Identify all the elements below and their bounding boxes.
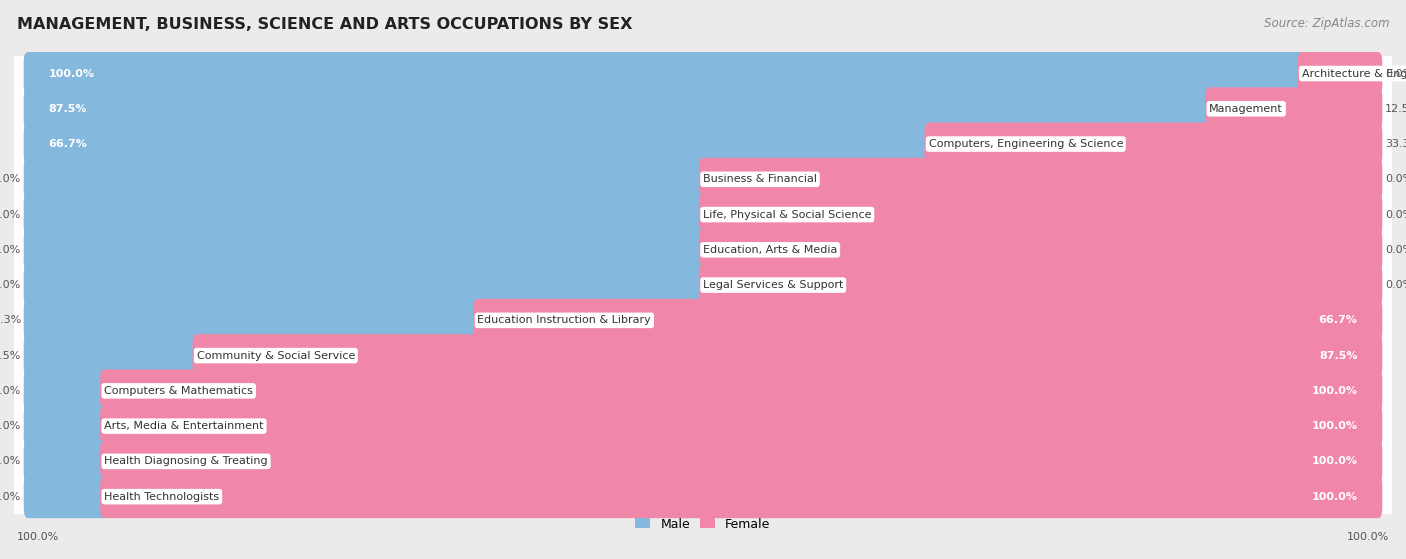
FancyBboxPatch shape — [24, 440, 108, 483]
Text: 0.0%: 0.0% — [1385, 280, 1406, 290]
FancyBboxPatch shape — [24, 193, 707, 236]
Text: 100.0%: 100.0% — [1347, 532, 1389, 542]
FancyBboxPatch shape — [699, 193, 1382, 236]
Text: Business & Financial: Business & Financial — [703, 174, 817, 184]
Text: Education Instruction & Library: Education Instruction & Library — [478, 315, 651, 325]
Text: Community & Social Service: Community & Social Service — [197, 350, 354, 361]
Text: 100.0%: 100.0% — [1312, 492, 1358, 501]
Text: Life, Physical & Social Science: Life, Physical & Social Science — [703, 210, 872, 220]
Text: Education, Arts & Media: Education, Arts & Media — [703, 245, 838, 255]
Text: 100.0%: 100.0% — [1312, 421, 1358, 431]
FancyBboxPatch shape — [14, 328, 1392, 383]
Text: 12.5%: 12.5% — [0, 350, 21, 361]
Text: 100.0%: 100.0% — [48, 69, 94, 78]
Text: 100.0%: 100.0% — [1312, 386, 1358, 396]
FancyBboxPatch shape — [24, 52, 1306, 95]
Text: 0.0%: 0.0% — [1385, 174, 1406, 184]
Text: 33.3%: 33.3% — [1385, 139, 1406, 149]
FancyBboxPatch shape — [474, 299, 1382, 342]
Text: 0.0%: 0.0% — [1385, 210, 1406, 220]
Text: 100.0%: 100.0% — [1312, 456, 1358, 466]
FancyBboxPatch shape — [14, 293, 1392, 348]
FancyBboxPatch shape — [1298, 52, 1382, 95]
FancyBboxPatch shape — [699, 228, 1382, 271]
FancyBboxPatch shape — [24, 87, 1213, 130]
Text: 66.7%: 66.7% — [1319, 315, 1358, 325]
FancyBboxPatch shape — [100, 405, 1382, 448]
Text: Legal Services & Support: Legal Services & Support — [703, 280, 844, 290]
FancyBboxPatch shape — [24, 369, 108, 413]
FancyBboxPatch shape — [14, 187, 1392, 242]
FancyBboxPatch shape — [100, 369, 1382, 413]
FancyBboxPatch shape — [193, 334, 1382, 377]
FancyBboxPatch shape — [100, 475, 1382, 518]
Text: 0.0%: 0.0% — [0, 492, 21, 501]
Text: Health Technologists: Health Technologists — [104, 492, 219, 501]
FancyBboxPatch shape — [24, 299, 482, 342]
Text: Health Diagnosing & Treating: Health Diagnosing & Treating — [104, 456, 269, 466]
FancyBboxPatch shape — [24, 264, 707, 306]
Text: 66.7%: 66.7% — [48, 139, 87, 149]
Text: Arts, Media & Entertainment: Arts, Media & Entertainment — [104, 421, 264, 431]
Legend: Male, Female: Male, Female — [630, 513, 776, 536]
Text: 87.5%: 87.5% — [1319, 350, 1358, 361]
Text: 87.5%: 87.5% — [48, 104, 87, 114]
Text: 0.0%: 0.0% — [0, 456, 21, 466]
FancyBboxPatch shape — [699, 158, 1382, 201]
Text: 0.0%: 0.0% — [1385, 245, 1406, 255]
Text: Source: ZipAtlas.com: Source: ZipAtlas.com — [1264, 17, 1389, 30]
Text: 0.0%: 0.0% — [1385, 69, 1406, 78]
FancyBboxPatch shape — [14, 116, 1392, 172]
FancyBboxPatch shape — [24, 228, 707, 271]
Text: 0.0%: 0.0% — [0, 421, 21, 431]
Text: Computers & Mathematics: Computers & Mathematics — [104, 386, 253, 396]
FancyBboxPatch shape — [14, 81, 1392, 136]
Text: 0.0%: 0.0% — [0, 245, 21, 255]
Text: 12.5%: 12.5% — [1385, 104, 1406, 114]
FancyBboxPatch shape — [24, 405, 108, 448]
Text: 0.0%: 0.0% — [0, 386, 21, 396]
FancyBboxPatch shape — [24, 158, 707, 201]
Text: 100.0%: 100.0% — [17, 532, 59, 542]
FancyBboxPatch shape — [14, 399, 1392, 454]
Text: 0.0%: 0.0% — [0, 280, 21, 290]
Text: Architecture & Engineering: Architecture & Engineering — [1302, 69, 1406, 78]
Text: 0.0%: 0.0% — [0, 210, 21, 220]
FancyBboxPatch shape — [24, 334, 201, 377]
Text: 0.0%: 0.0% — [0, 174, 21, 184]
FancyBboxPatch shape — [14, 222, 1392, 277]
Text: MANAGEMENT, BUSINESS, SCIENCE AND ARTS OCCUPATIONS BY SEX: MANAGEMENT, BUSINESS, SCIENCE AND ARTS O… — [17, 17, 633, 32]
FancyBboxPatch shape — [14, 152, 1392, 207]
Text: Computers, Engineering & Science: Computers, Engineering & Science — [928, 139, 1123, 149]
FancyBboxPatch shape — [14, 258, 1392, 312]
FancyBboxPatch shape — [14, 434, 1392, 489]
FancyBboxPatch shape — [14, 363, 1392, 418]
FancyBboxPatch shape — [24, 475, 108, 518]
FancyBboxPatch shape — [14, 469, 1392, 524]
FancyBboxPatch shape — [100, 440, 1382, 483]
FancyBboxPatch shape — [924, 122, 1382, 165]
FancyBboxPatch shape — [699, 264, 1382, 306]
Text: Management: Management — [1209, 104, 1284, 114]
FancyBboxPatch shape — [24, 122, 932, 165]
FancyBboxPatch shape — [14, 46, 1392, 101]
FancyBboxPatch shape — [1205, 87, 1382, 130]
Text: 33.3%: 33.3% — [0, 315, 21, 325]
